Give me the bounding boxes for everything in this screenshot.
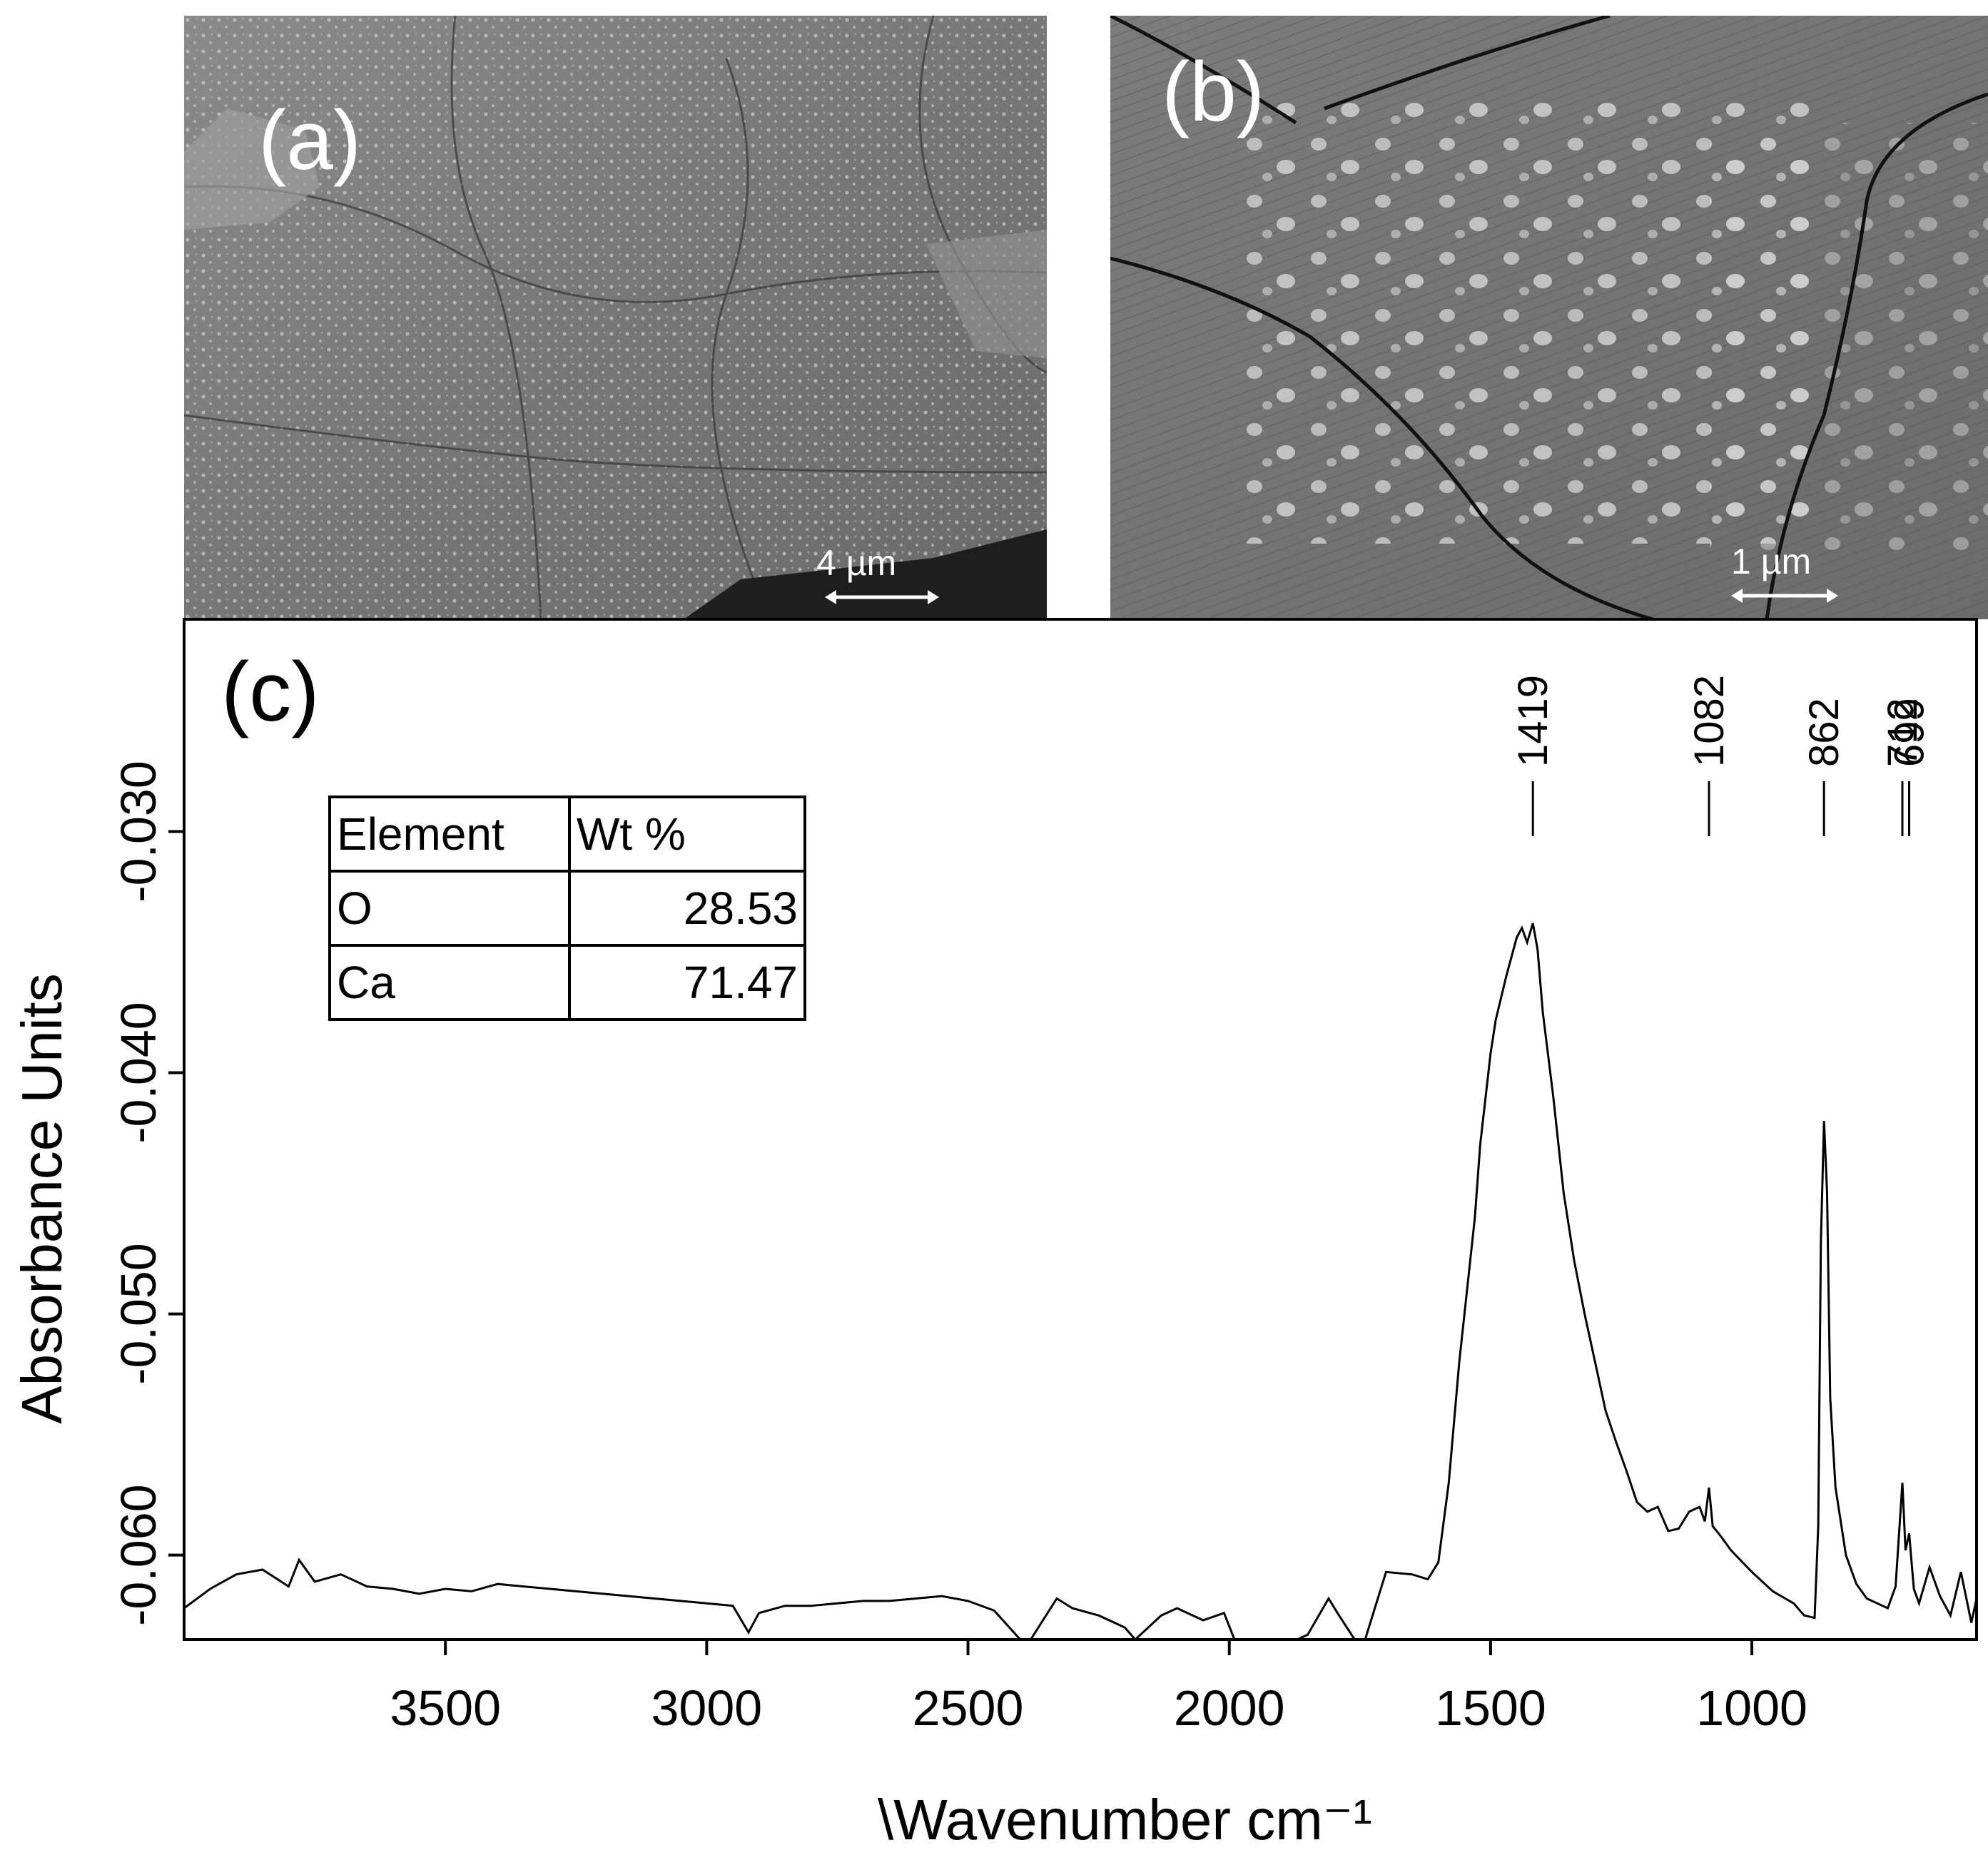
sem-image-a: (a) 4 µm [184,16,1047,619]
x-tick-label: 1500 [1435,1680,1546,1736]
panel-c-label: (c) [221,645,320,739]
eds-composition-table: Element Wt % O 28.53 Ca 71.47 [328,796,806,1021]
row-element-o: O [328,870,571,947]
row-wt-ca: 71.47 [568,944,806,1021]
x-axis-ticks: 3500 3000 2500 2000 1500 1000 [390,1640,1807,1736]
peak-label: 1419 [1510,675,1556,767]
x-tick-label: 3000 [651,1680,762,1736]
header-element: Element [328,796,571,873]
x-axis-title: \Wavenumber cm⁻¹ [878,1788,1372,1851]
y-tick-label: -0.050 [111,1243,166,1384]
spectrum-series-line [183,923,1978,1642]
y-tick-label: -0.040 [111,1002,166,1143]
table-header-row: Element Wt % [328,796,806,873]
sem-texture-b [1110,16,1988,619]
peak-label: 862 [1801,698,1847,767]
table-row: Ca 71.47 [328,944,806,1021]
table-row: O 28.53 [328,870,806,947]
plot-frame [183,618,1978,1641]
peak-label: 699 [1887,698,1933,767]
peak-label: 712 [1880,698,1926,767]
panel-b-label: (b) [1162,45,1265,139]
x-tick-label: 2500 [913,1680,1024,1736]
scale-bar-b-arrow [1731,589,1838,603]
scale-bar-a-arrow [825,590,939,604]
scale-bar-a-label: 4 µm [816,543,897,583]
sem-texture-a [184,16,1047,619]
y-axis-ticks: -0.060 -0.050 -0.040 -0.030 [111,761,184,1626]
row-wt-o: 28.53 [568,870,806,947]
x-tick-label: 3500 [390,1680,501,1736]
scale-bar-b-label: 1 µm [1731,542,1812,581]
x-tick-label: 1000 [1696,1680,1807,1736]
header-wt-percent: Wt % [568,796,806,873]
y-tick-label: -0.030 [111,761,166,902]
x-tick-label: 2000 [1174,1680,1285,1736]
y-tick-label: -0.060 [111,1484,166,1625]
y-axis-title: Absorbance Units [10,973,73,1423]
row-element-ca: Ca [328,944,571,1021]
sem-image-b: (b) 1 µm [1110,16,1988,619]
peak-label: 1082 [1686,675,1733,767]
panel-a-label: (a) [258,93,362,188]
